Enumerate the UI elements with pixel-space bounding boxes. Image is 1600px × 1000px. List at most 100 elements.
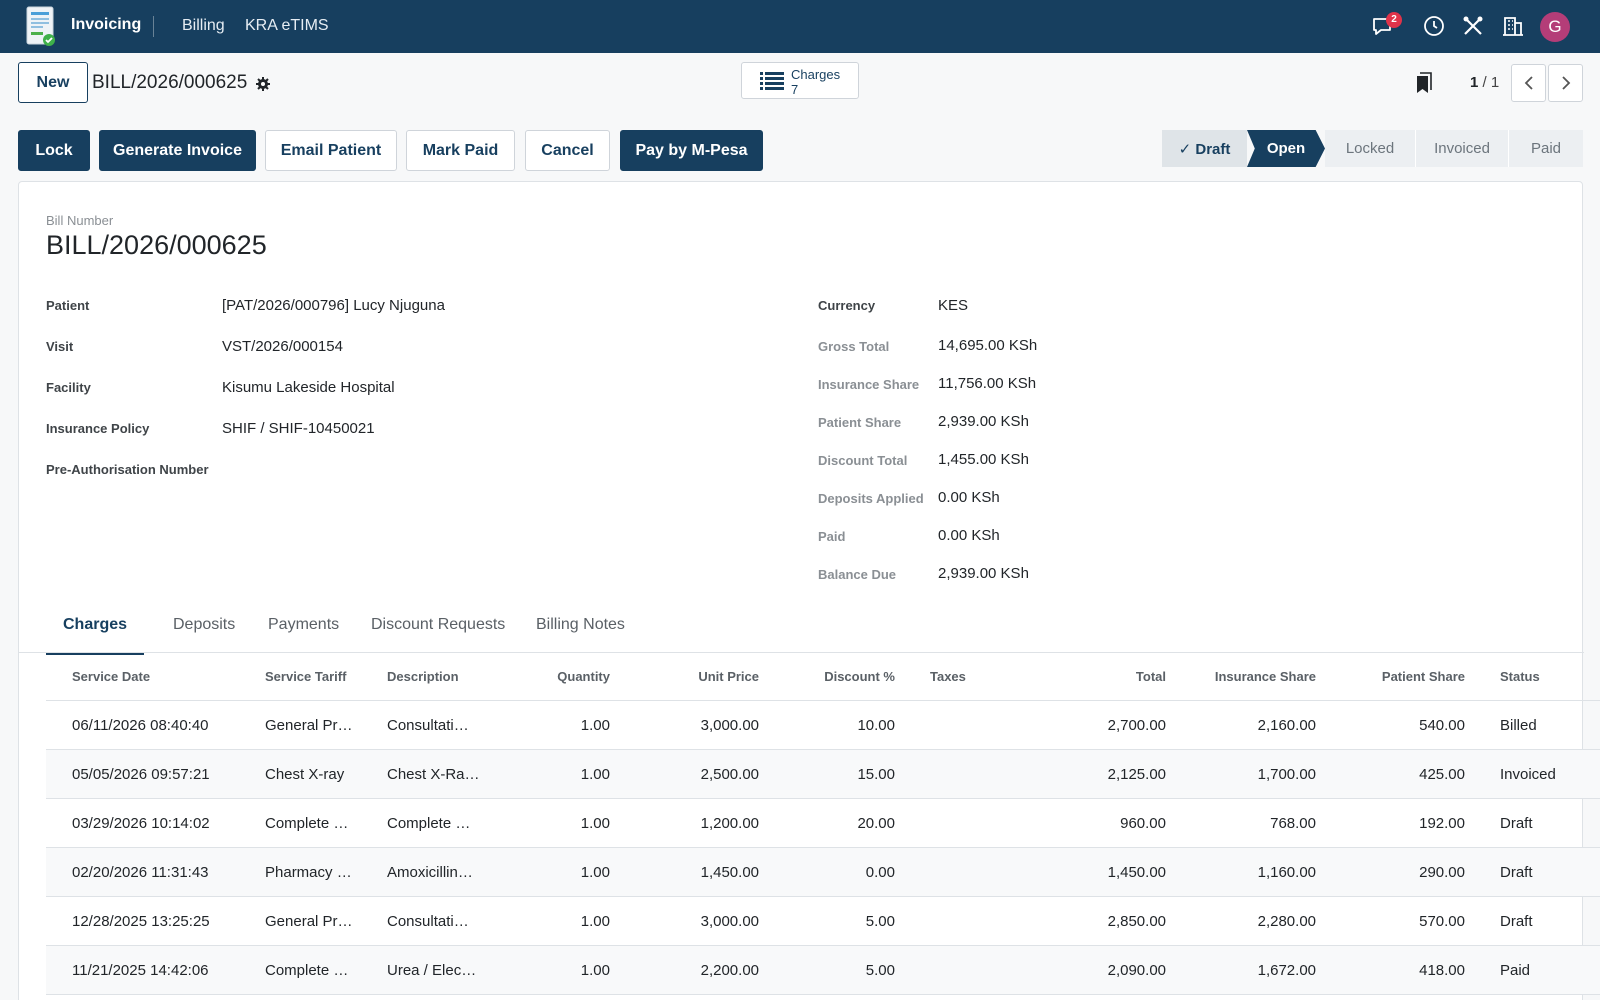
cell-description: Consultati… [387, 912, 469, 930]
cell-discount: 15.00 [857, 765, 895, 783]
col-description[interactable]: Description [387, 669, 459, 684]
bill-number-title: BILL/2026/000625 [46, 230, 267, 260]
insurance-share-value: 11,756.00 KSh [938, 375, 1037, 392]
cell-total: 1,450.00 [1107, 863, 1166, 881]
cell-total: 2,090.00 [1107, 961, 1166, 979]
cell-quantity: 1.00 [580, 765, 610, 783]
cell-service-tariff: Complete … [265, 961, 349, 979]
smart-button-label: Charges [791, 67, 841, 82]
visit-field[interactable]: VST/2026/000154 [222, 338, 343, 355]
cell-patient-share: 290.00 [1419, 863, 1465, 881]
insurance-policy-field[interactable]: SHIF / SHIF-10450021 [222, 420, 375, 437]
new-button[interactable]: New [18, 62, 88, 103]
table-row[interactable]: 11/21/2025 14:42:06 Complete … Urea / Elec… [46, 946, 1600, 995]
col-quantity[interactable]: Quantity [557, 669, 610, 684]
nav-separator [153, 16, 154, 37]
lock-button[interactable]: Lock [18, 130, 90, 171]
facility-field[interactable]: Kisumu Lakeside Hospital [222, 379, 395, 396]
email-patient-button[interactable]: Email Patient [265, 130, 397, 171]
next-record-button[interactable] [1548, 64, 1583, 102]
tabs-divider [19, 652, 1584, 653]
cell-status: Billed [1500, 716, 1537, 734]
chevron-left-icon [1524, 76, 1533, 90]
stage-paid[interactable]: Paid [1508, 130, 1583, 167]
cell-patient-share: 540.00 [1419, 716, 1465, 734]
stage-open[interactable]: Open [1247, 130, 1325, 167]
cell-insurance-share: 2,160.00 [1257, 716, 1316, 734]
top-navbar: Invoicing Billing KRA eTIMS 2 G [0, 0, 1600, 53]
cell-service-date: 06/11/2026 08:40:40 [72, 716, 209, 734]
col-unit-price[interactable]: Unit Price [698, 669, 759, 684]
tab-deposits[interactable]: Deposits [173, 616, 236, 633]
building-icon[interactable] [1501, 14, 1525, 38]
menu-billing[interactable]: Billing [182, 17, 225, 34]
cell-taxes [930, 946, 1010, 994]
patient-field[interactable]: [PAT/2026/000796] Lucy Njuguna [222, 297, 445, 314]
tab-charges[interactable]: Charges [46, 610, 145, 655]
deposits-applied-value: 0.00 KSh [938, 489, 1000, 506]
previous-record-button[interactable] [1511, 64, 1546, 102]
cell-service-tariff: General Pr… [265, 716, 353, 734]
col-taxes[interactable]: Taxes [930, 669, 966, 684]
cancel-button[interactable]: Cancel [525, 130, 610, 171]
cell-unit-price: 1,200.00 [700, 814, 759, 832]
patient-share-label: Patient Share [818, 415, 902, 430]
col-service-date[interactable]: Service Date [72, 669, 151, 684]
tab-billing-notes[interactable]: Billing Notes [536, 616, 625, 633]
cell-service-tariff: General Pr… [265, 912, 353, 930]
cell-quantity: 1.00 [580, 863, 610, 881]
col-total[interactable]: Total [1135, 669, 1166, 684]
cell-service-date: 03/29/2026 10:14:02 [72, 814, 210, 832]
charges-smart-button[interactable]: Charges 7 [741, 62, 859, 99]
stage-locked[interactable]: Locked [1325, 130, 1415, 167]
cell-quantity: 1.00 [580, 814, 610, 832]
col-patient-share[interactable]: Patient Share [1381, 669, 1465, 684]
cell-taxes [930, 750, 1010, 798]
table-row[interactable]: 05/05/2026 09:57:21 Chest X-ray Chest X-Ra… [46, 750, 1600, 799]
list-icon [760, 72, 784, 90]
table-row[interactable]: 02/20/2026 11:31:43 Pharmacy … Amoxicillin… [46, 848, 1600, 897]
user-avatar[interactable]: G [1540, 12, 1570, 42]
currency-field[interactable]: KES [938, 297, 969, 314]
cell-discount: 20.00 [857, 814, 895, 832]
gear-icon[interactable] [255, 76, 271, 92]
clock-icon[interactable] [1422, 14, 1446, 38]
table-row[interactable]: 03/29/2026 10:14:02 Complete … Complete … 1… [46, 799, 1600, 848]
smart-button-count: 7 [791, 82, 799, 97]
table-row[interactable]: 12/28/2025 13:25:25 General Pr… Consultati… [46, 897, 1600, 946]
patient-label: Patient [46, 298, 90, 313]
balance-due-value: 2,939.00 KSh [938, 565, 1029, 582]
cell-total: 2,700.00 [1107, 716, 1166, 734]
generate-invoice-button[interactable]: Generate Invoice [99, 130, 256, 171]
pay-mpesa-button[interactable]: Pay by M-Pesa [620, 130, 763, 171]
col-insurance-share[interactable]: Insurance Share [1214, 669, 1316, 684]
col-status[interactable]: Status [1500, 669, 1540, 684]
stage-draft[interactable]: ✓ Draft [1162, 130, 1247, 167]
cell-unit-price: 3,000.00 [700, 912, 759, 930]
mark-paid-button[interactable]: Mark Paid [406, 130, 515, 171]
chevron-right-icon [1561, 76, 1570, 90]
tab-payments[interactable]: Payments [268, 616, 340, 633]
cell-service-date: 12/28/2025 13:25:25 [72, 912, 210, 930]
pager-current: 1 [1470, 74, 1479, 91]
cell-service-date: 11/21/2025 14:42:06 [72, 961, 209, 979]
breadcrumb-record-name: BILL/2026/000625 [92, 72, 248, 93]
col-discount[interactable]: Discount % [824, 669, 895, 684]
message-count-badge: 2 [1386, 12, 1402, 28]
cell-insurance-share: 1,160.00 [1257, 863, 1316, 881]
cell-patient-share: 425.00 [1419, 765, 1465, 783]
bookmark-icon[interactable] [1415, 72, 1433, 94]
cell-unit-price: 2,200.00 [700, 961, 759, 979]
app-name[interactable]: Invoicing [71, 16, 142, 33]
cell-insurance-share: 1,672.00 [1257, 961, 1316, 979]
col-service-tariff[interactable]: Service Tariff [265, 669, 347, 684]
cell-quantity: 1.00 [580, 912, 610, 930]
stage-invoiced[interactable]: Invoiced [1415, 130, 1508, 167]
menu-kra-etims[interactable]: KRA eTIMS [245, 17, 329, 34]
tools-icon[interactable] [1461, 14, 1485, 38]
tab-discount-requests[interactable]: Discount Requests [371, 616, 506, 633]
table-row[interactable]: 06/11/2026 08:40:40 General Pr… Consultati… [46, 701, 1600, 750]
status-bar: ✓ Draft Open Locked Invoiced Paid [1162, 130, 1583, 167]
invoicing-app-icon[interactable] [25, 6, 55, 46]
cell-description: Urea / Elec… [387, 961, 477, 979]
